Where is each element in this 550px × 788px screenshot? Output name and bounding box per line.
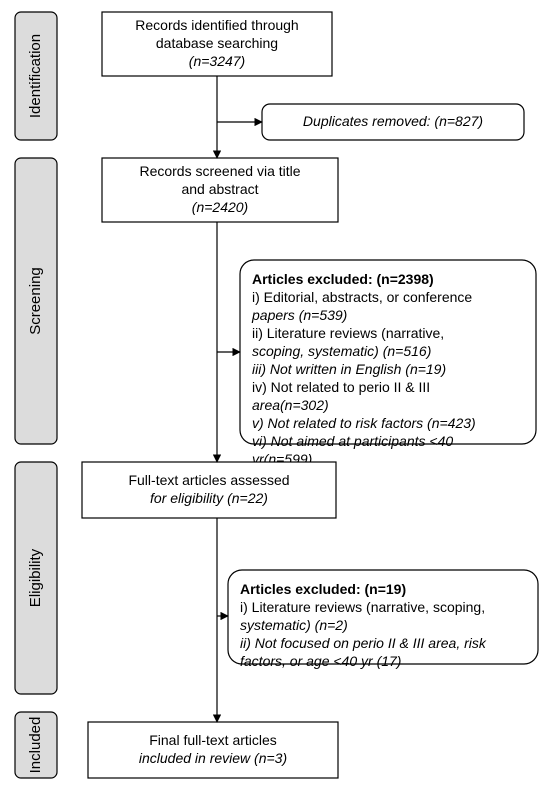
box-b1-line-0: Records identified through <box>135 17 298 33</box>
box-b4-line-6: iv) Not related to perio II & III <box>252 379 430 395</box>
box-b6-line-1: i) Literature reviews (narrative, scopin… <box>240 599 485 615</box>
stage-label-screening: Screening <box>27 267 44 335</box>
box-b4-line-2: papers (n=539) <box>251 307 347 323</box>
box-b7-line-1: included in review (n=3) <box>139 750 287 766</box>
box-b2-line-0: Duplicates removed: (n=827) <box>303 113 483 129</box>
box-b4-line-9: vi) Not aimed at participants <40 <box>252 433 453 449</box>
box-b5-line-1: for eligibility (n=22) <box>150 490 268 506</box>
box-b6-line-4: factors, or age <40 yr (17) <box>240 653 401 669</box>
box-b4-line-3: ii) Literature reviews (narrative, <box>252 325 444 341</box>
box-b4-line-8: v) Not related to risk factors (n=423) <box>252 415 476 431</box>
box-b3-line-0: Records screened via title <box>139 163 300 179</box>
prisma-flowchart: Identification Screening Eligibility Includ… <box>0 0 550 788</box>
box-b4-line-0: Articles excluded: (n=2398) <box>252 271 434 287</box>
box-b5-line-0: Full-text articles assessed <box>128 472 289 488</box>
box-b1-line-2: (n=3247) <box>189 53 245 69</box>
box-b4-line-4: scoping, systematic) (n=516) <box>252 343 431 359</box>
stage-label-identification: Identification <box>27 34 44 118</box>
box-b4-line-1: i) Editorial, abstracts, or conference <box>252 289 472 305</box>
box-b3-line-2: (n=2420) <box>192 199 248 215</box>
box-b4-line-5: iii) Not written in English (n=19) <box>252 361 446 377</box>
box-b6-line-0: Articles excluded: (n=19) <box>240 581 406 597</box>
box-b7-line-0: Final full-text articles <box>149 732 277 748</box>
box-b6-line-2: systematic) (n=2) <box>240 617 348 633</box>
box-b1-line-1: database searching <box>156 35 278 51</box>
box-b3-line-1: and abstract <box>181 181 258 197</box>
stage-label-eligibility: Eligibility <box>27 548 44 607</box>
stage-label-included: Included <box>27 717 44 774</box>
box-b6-line-3: ii) Not focused on perio II & III area, … <box>240 635 487 651</box>
box-b4-line-7: area(n=302) <box>252 397 329 413</box>
